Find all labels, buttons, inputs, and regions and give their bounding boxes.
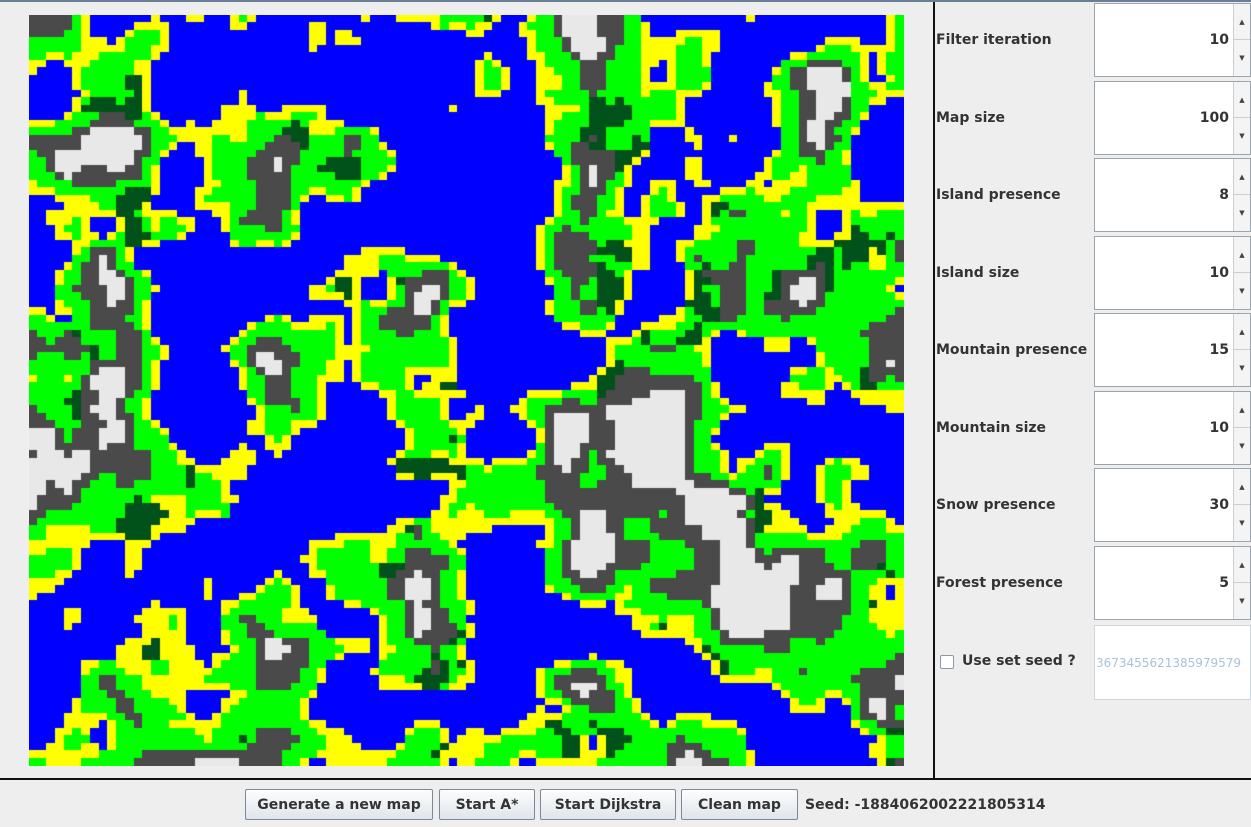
param-label: Mountain size [936,420,1047,436]
param-row-mountain-size: Mountain size 10 ▲ ▼ [935,390,1251,467]
map-size-spinner[interactable]: 100 ▲ ▼ [1094,81,1251,155]
spinner-value[interactable]: 5 [1219,575,1229,591]
param-label: Map size [936,110,1006,126]
spinner-up-arrow-icon[interactable]: ▲ [1234,392,1250,428]
horizontal-divider [0,778,1251,780]
seed-status-text: Seed: -1884062002221805314 [805,797,1046,813]
window-top-border [0,0,1251,2]
spinner-down-arrow-icon[interactable]: ▼ [1239,442,1245,450]
param-label: Filter iteration [936,32,1052,48]
spinner-value[interactable]: 10 [1209,32,1229,48]
spinner-up-arrow-icon[interactable]: ▲ [1234,82,1250,118]
spinner-down-arrow-icon[interactable]: ▼ [1239,132,1245,140]
param-label: Snow presence [936,497,1056,513]
param-row-map-size: Map size 100 ▲ ▼ [935,80,1251,157]
spinner-down-arrow-icon[interactable]: ▼ [1239,364,1245,372]
island-size-spinner[interactable]: 10 ▲ ▼ [1094,236,1251,310]
param-label: Island presence [936,187,1061,203]
spinner-buttons: ▲ ▼ [1233,159,1250,231]
spinner-up-arrow-icon[interactable]: ▲ [1234,159,1250,195]
spinner-down-arrow-icon[interactable]: ▼ [1239,209,1245,217]
generate-map-button[interactable]: Generate a new map [245,789,433,820]
snow-presence-spinner[interactable]: 30 ▲ ▼ [1094,468,1251,542]
use-set-seed-label[interactable]: Use set seed ? [962,653,1076,669]
spinner-value[interactable]: 8 [1219,187,1229,203]
param-row-island-size: Island size 10 ▲ ▼ [935,235,1251,312]
spinner-down-arrow-icon[interactable]: ▼ [1239,287,1245,295]
param-row-island-presence: Island presence 8 ▲ ▼ [935,157,1251,234]
spinner-value[interactable]: 30 [1209,497,1229,513]
map-panel [0,2,933,779]
spinner-down-arrow-icon[interactable]: ▼ [1239,54,1245,62]
spinner-up-arrow-icon[interactable]: ▲ [1234,4,1250,40]
spinner-value[interactable]: 15 [1209,342,1229,358]
start-astar-button[interactable]: Start A* [439,789,535,820]
spinner-up-arrow-icon[interactable]: ▲ [1234,237,1250,273]
param-row-filter-iteration: Filter iteration 10 ▲ ▼ [935,2,1251,79]
param-label: Island size [936,265,1020,281]
terrain-map[interactable] [29,15,904,766]
param-label: Forest presence [936,575,1063,591]
forest-presence-spinner[interactable]: 5 ▲ ▼ [1094,546,1251,620]
vertical-divider [933,2,935,779]
spinner-up-arrow-icon[interactable]: ▲ [1234,469,1250,505]
spinner-buttons: ▲ ▼ [1233,82,1250,154]
param-row-mountain-presence: Mountain presence 15 ▲ ▼ [935,312,1251,389]
island-presence-spinner[interactable]: 8 ▲ ▼ [1094,158,1251,232]
spinner-up-arrow-icon[interactable]: ▲ [1234,314,1250,350]
mountain-size-spinner[interactable]: 10 ▲ ▼ [1094,391,1251,465]
spinner-value[interactable]: 10 [1209,420,1229,436]
spinner-up-arrow-icon[interactable]: ▲ [1234,547,1250,583]
spinner-buttons: ▲ ▼ [1233,314,1250,386]
clean-map-button[interactable]: Clean map [681,789,798,820]
spinner-value[interactable]: 10 [1209,265,1229,281]
parameter-panel: Filter iteration 10 ▲ ▼ Map size 100 ▲ ▼… [935,2,1251,778]
spinner-buttons: ▲ ▼ [1233,4,1250,76]
seed-option-row: Use set seed ? [935,623,1251,701]
spinner-down-arrow-icon[interactable]: ▼ [1239,597,1245,605]
param-row-forest-presence: Forest presence 5 ▲ ▼ [935,545,1251,622]
spinner-buttons: ▲ ▼ [1233,392,1250,464]
start-dijkstra-button[interactable]: Start Dijkstra [540,789,676,820]
param-row-snow-presence: Snow presence 30 ▲ ▼ [935,467,1251,544]
spinner-buttons: ▲ ▼ [1233,547,1250,619]
use-set-seed-checkbox[interactable] [940,655,954,669]
spinner-buttons: ▲ ▼ [1233,469,1250,541]
spinner-buttons: ▲ ▼ [1233,237,1250,309]
spinner-value[interactable]: 100 [1199,110,1229,126]
param-label: Mountain presence [936,342,1088,358]
filter-iteration-spinner[interactable]: 10 ▲ ▼ [1094,3,1251,77]
mountain-presence-spinner[interactable]: 15 ▲ ▼ [1094,313,1251,387]
bottom-toolbar: Generate a new map Start A* Start Dijkst… [0,780,1251,827]
spinner-down-arrow-icon[interactable]: ▼ [1239,519,1245,527]
seed-input[interactable] [1094,625,1251,700]
